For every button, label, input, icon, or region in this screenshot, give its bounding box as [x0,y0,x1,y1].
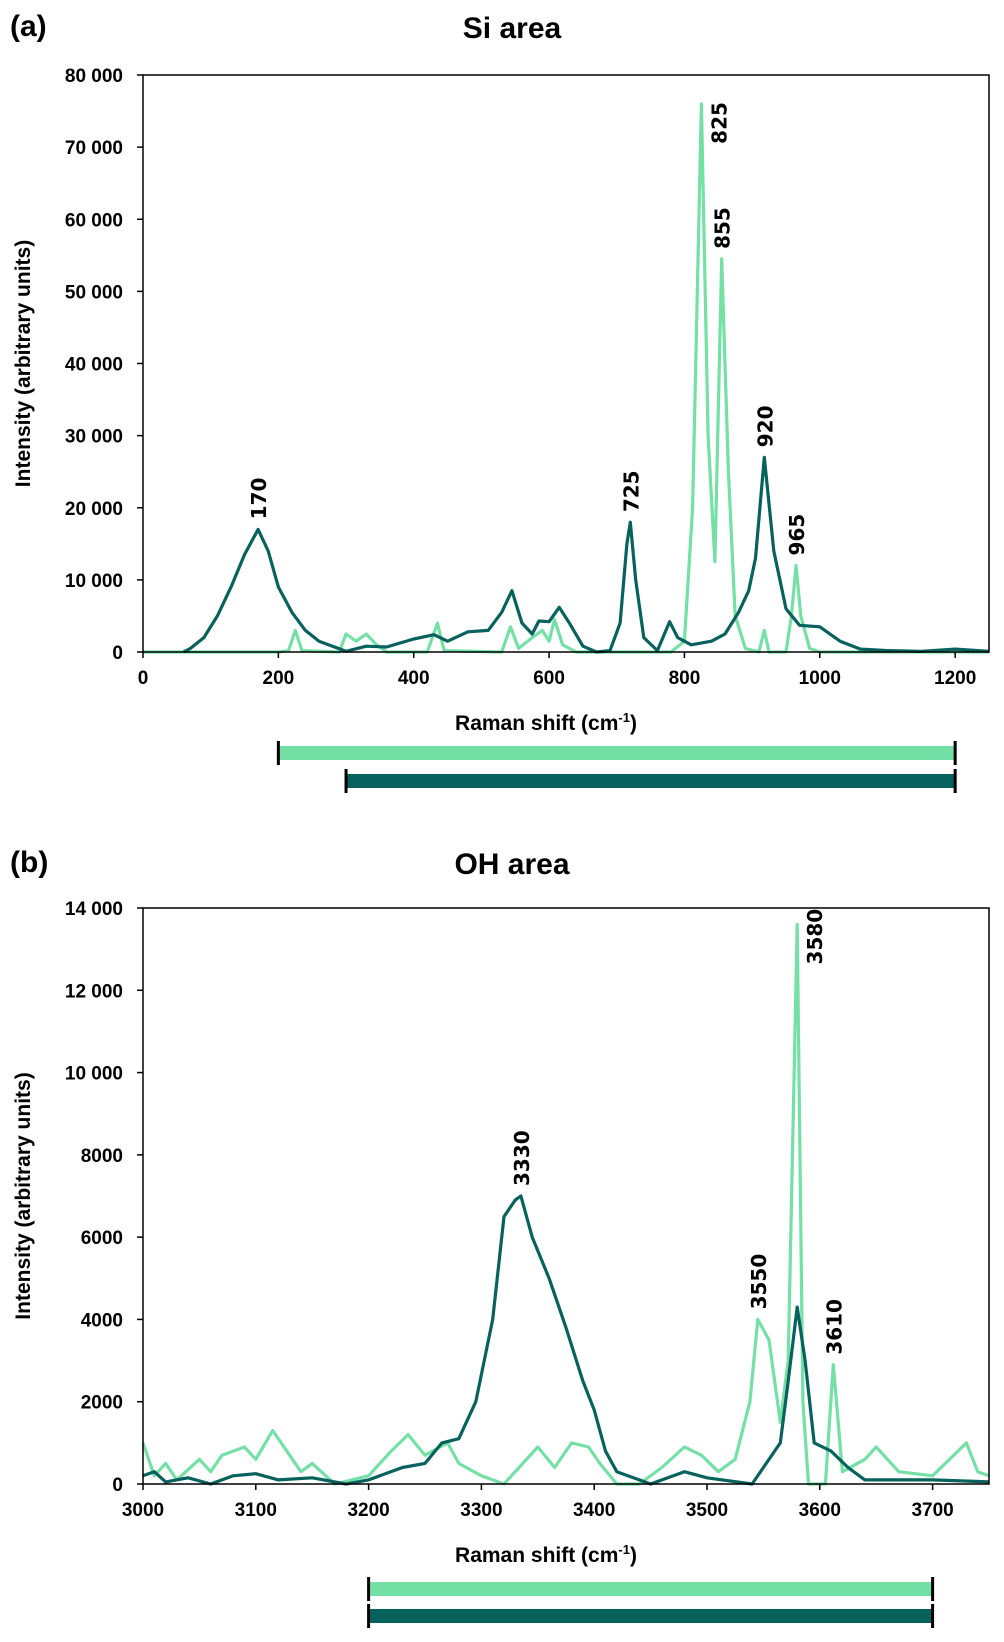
x-tick-label: 3400 [573,1500,615,1521]
y-tick-label: 10 000 [65,1064,123,1085]
peak-label: 825 [707,102,731,144]
series-line-dark [182,455,990,654]
y-tick-label: 0 [112,643,123,664]
y-tick-label: 8000 [81,1146,123,1167]
plot-frame [142,907,990,1485]
y-tick-label: 6000 [81,1228,123,1249]
peak-label: 3550 [747,1254,771,1310]
peak-label: 920 [753,406,777,448]
y-axis-label: Intensity (arbitrary units) [12,240,35,487]
y-tick-label: 14 000 [65,899,123,920]
peak-label: 725 [619,470,643,512]
panel-label: (b) [10,846,48,879]
series-line-light [143,102,989,654]
peak-label: 3610 [822,1299,846,1355]
x-tick-label: 0 [138,668,149,689]
y-axis-label: Intensity (arbitrary units) [12,1072,35,1319]
x-axis-label-sup: -1 [618,1542,630,1557]
x-tick-label: 1000 [799,668,841,689]
x-tick-label: 3600 [799,1500,841,1521]
y-tick-label: 30 000 [65,427,123,448]
x-tick-label: 200 [263,668,295,689]
y-tick-label: 12 000 [65,981,123,1002]
series-line-light [141,922,990,1486]
y-tick-label: 40 000 [65,355,123,376]
x-tick-label: 1200 [934,668,976,689]
peak-label: 965 [785,514,809,556]
range-bar-light [368,1582,933,1596]
chart-panel-b: (b) OH area 0 2000 4000 6000 8000 10 000 12 000 1… [10,846,990,1628]
series-line-dark [142,1194,990,1486]
y-tick-label: 20 000 [65,499,123,520]
x-tick-label: 3700 [911,1500,953,1521]
x-tick-label: 3200 [347,1500,389,1521]
chart-panel-a: (a) Si area 0 10 000 20 000 30 000 40 000 50 00… [10,10,990,793]
plot-frame [142,74,990,653]
x-axis-label: Raman shift (cm-1) [455,710,637,735]
peak-label: 855 [711,207,735,249]
chart-title: Si area [463,12,562,45]
x-tick-label: 400 [398,668,430,689]
x-tick-label: 800 [669,668,701,689]
x-axis-label: Raman shift (cm-1) [455,1542,637,1567]
range-bar-dark [346,774,956,788]
y-tick-label: 50 000 [65,282,123,303]
x-axis-label-text: Raman shift (cm [455,712,618,735]
y-tick-label: 0 [112,1475,123,1496]
x-tick-label: 3500 [686,1500,728,1521]
peak-label: 170 [247,478,271,520]
x-tick-label: 600 [533,668,565,689]
y-tick-label: 2000 [81,1393,123,1414]
x-tick-label: 3300 [460,1500,502,1521]
x-tick-label: 3100 [235,1500,277,1521]
range-bar-dark [368,1609,933,1623]
x-axis-label-end: ) [630,712,637,735]
panel-label: (a) [10,10,47,43]
range-bar-light [278,746,956,760]
x-axis-label-end: ) [630,1544,637,1567]
x-axis-label-text: Raman shift (cm [455,1544,618,1567]
y-tick-label: 70 000 [65,138,123,159]
x-axis-label-sup: -1 [618,710,630,725]
y-tick-label: 80 000 [65,66,123,87]
chart-title: OH area [454,848,569,881]
peak-label: 3580 [803,909,827,965]
x-tick-label: 3000 [122,1500,164,1521]
peak-label: 3330 [510,1130,534,1186]
y-tick-label: 10 000 [65,571,123,592]
y-tick-label: 4000 [81,1310,123,1331]
y-tick-label: 60 000 [65,210,123,231]
